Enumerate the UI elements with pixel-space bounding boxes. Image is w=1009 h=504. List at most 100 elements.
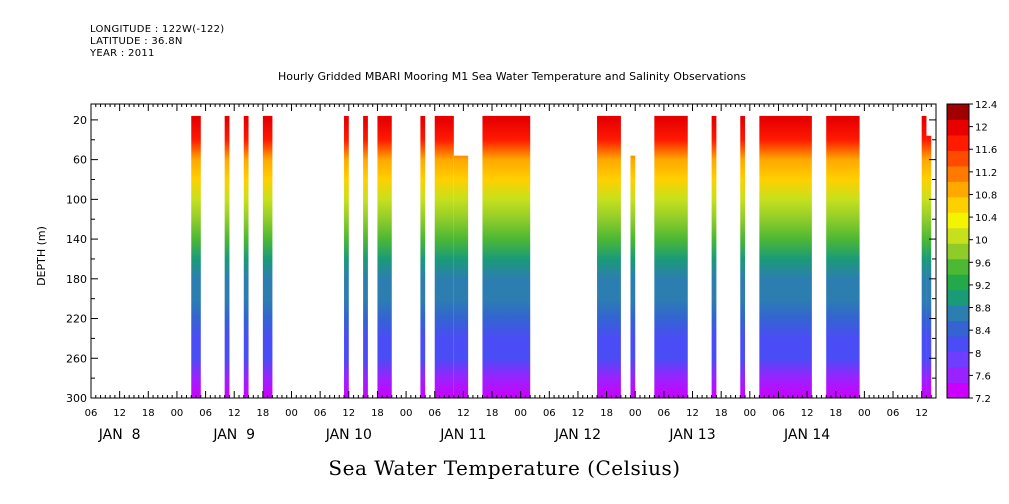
colorbar-swatch: [947, 227, 969, 244]
data-bar: [926, 135, 932, 398]
data-bar: [759, 115, 812, 399]
data-bar: [597, 115, 621, 399]
colorbar-swatch: [947, 320, 969, 337]
data-bar: [224, 115, 230, 399]
colorbar-frame: [946, 103, 970, 399]
data-bars-layer: [191, 115, 956, 399]
x-tick-label: 12: [801, 408, 814, 419]
y-tick-label: 220: [66, 313, 87, 326]
colorbar-label: 11.6: [975, 145, 997, 156]
x-tick-label: 00: [285, 408, 298, 419]
axes-layer: 20 60 100 140 180 220 260 300 06 12 18 00 06 12 18 00 06…: [66, 104, 937, 443]
colorbar-swatch: [947, 134, 969, 151]
data-bar: [434, 115, 454, 399]
y-tick-label: 140: [66, 233, 87, 246]
data-bar: [363, 115, 368, 399]
x-tick-label: 06: [772, 408, 785, 419]
data-bar: [826, 115, 860, 399]
x-tick-label: 06: [543, 408, 556, 419]
colorbar-swatch: [947, 104, 969, 120]
x-tick-label: 00: [743, 408, 756, 419]
colorbar-label: 8: [975, 349, 981, 360]
data-bar: [482, 115, 531, 399]
x-tick-label: 12: [457, 408, 470, 419]
colorbar-label: 9.6: [975, 258, 991, 269]
x-tick-label: 06: [428, 408, 441, 419]
x-tick-label: 18: [715, 408, 728, 419]
data-bar: [191, 115, 201, 399]
colorbar-label: 7.6: [975, 371, 991, 382]
colorbar-swatch: [947, 289, 969, 306]
colorbar-label: 9.2: [975, 281, 991, 292]
data-bar: [921, 115, 927, 399]
y-tick-label: 60: [73, 154, 87, 167]
latitude-label: LATITUDE : 36.8N: [90, 36, 183, 47]
colorbar-swatch: [947, 258, 969, 275]
y-tick-label: 20: [73, 114, 87, 127]
colorbar-swatch: [947, 305, 969, 322]
colorbar-label: 8.8: [975, 304, 991, 315]
colorbar-swatch: [947, 119, 969, 136]
data-bar: [420, 115, 426, 399]
x-tick-label: 12: [572, 408, 585, 419]
x-tick-label: 18: [256, 408, 269, 419]
data-bar: [654, 115, 688, 399]
day-label: JAN 9: [212, 427, 255, 443]
x-tick-label: 12: [228, 408, 241, 419]
chart-title: Hourly Gridded MBARI Mooring M1 Sea Wate…: [278, 70, 746, 83]
data-bar: [377, 115, 392, 399]
day-label: JAN 13: [668, 427, 715, 443]
x-tick-label: 06: [887, 408, 900, 419]
colorbar-swatch: [947, 243, 969, 260]
x-tick-label: 00: [514, 408, 527, 419]
colorbar-swatch: [947, 382, 969, 399]
x-tick-label: 06: [314, 408, 327, 419]
data-bar: [453, 155, 469, 398]
x-tick-label: 00: [858, 408, 871, 419]
x-tick-label: 12: [113, 408, 126, 419]
x-tick-label: 12: [686, 408, 699, 419]
colorbar-swatch: [947, 351, 969, 368]
x-tick-label: 12: [915, 408, 928, 419]
colorbar-label: 10.4: [975, 213, 997, 224]
x-tick-label: 06: [658, 408, 671, 419]
data-bar: [711, 115, 717, 399]
x-tick-label: 18: [829, 408, 842, 419]
colorbar-label: 11.2: [975, 168, 997, 179]
colorbar-swatch: [947, 367, 969, 384]
x-tick-label: 18: [486, 408, 499, 419]
colorbar: 7.2 7.6 8 8.4 8.8 9.2 9.6 10 10.4 10.8 11.2 11.6 12 1…: [946, 100, 997, 405]
day-label: JAN 12: [554, 427, 601, 443]
colorbar-label: 10.8: [975, 190, 997, 201]
y-axis-label: DEPTH (m): [35, 226, 48, 286]
x-tick-label: 18: [142, 408, 155, 419]
day-label: JAN 14: [783, 427, 830, 443]
data-bar: [243, 115, 249, 399]
data-bar: [740, 115, 746, 399]
colorbar-swatch: [947, 336, 969, 353]
year-label: YEAR : 2011: [90, 48, 155, 59]
x-tick-label: 06: [199, 408, 212, 419]
data-bar: [344, 115, 349, 399]
colorbar-swatch: [947, 181, 969, 198]
colorbar-label: 8.4: [975, 326, 991, 337]
plot-frame: [90, 103, 937, 399]
day-label: JAN 10: [325, 427, 372, 443]
colorbar-swatch: [947, 150, 969, 167]
day-label: JAN 8: [98, 427, 141, 443]
day-label: JAN 11: [439, 427, 486, 443]
x-tick-label: 00: [171, 408, 184, 419]
y-tick-label: 100: [66, 193, 87, 206]
colorbar-label: 12.4: [975, 100, 997, 111]
x-tick-label: 06: [85, 408, 98, 419]
x-tick-label: 18: [600, 408, 613, 419]
y-tick-label: 260: [66, 352, 87, 365]
colorbar-label: 12: [975, 123, 988, 134]
colorbar-label: 7.2: [975, 394, 991, 405]
y-tick-label: 300: [66, 392, 87, 405]
colorbar-swatch: [947, 165, 969, 182]
colorbar-swatch: [947, 274, 969, 291]
data-bar: [630, 155, 636, 398]
data-bar: [262, 115, 273, 399]
